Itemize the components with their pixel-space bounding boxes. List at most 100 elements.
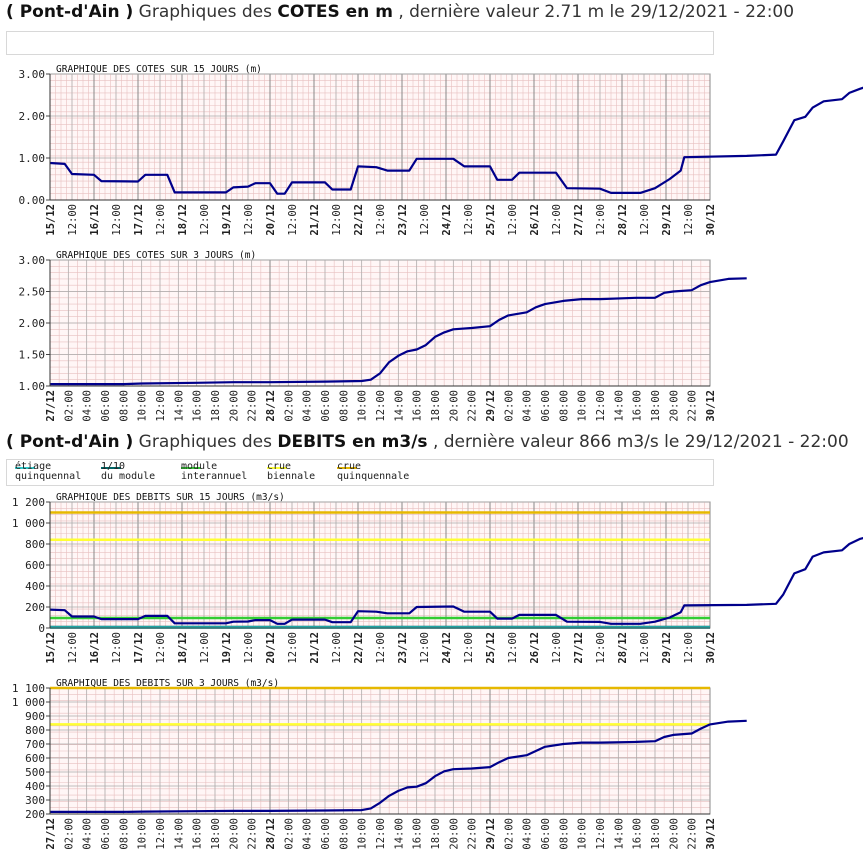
x-tick-label: 26/12 bbox=[529, 632, 541, 664]
x-tick-label: 28/12 bbox=[617, 632, 629, 664]
station-name: ( Pont-d'Ain ) bbox=[6, 2, 134, 22]
x-tick-label: 04:00 bbox=[522, 818, 534, 850]
x-tick-label: 12:00 bbox=[287, 632, 299, 664]
y-tick-label: 600 bbox=[25, 559, 45, 572]
y-tick-label: 1 000 bbox=[12, 696, 45, 709]
y-tick-label: 200 bbox=[25, 601, 45, 614]
x-tick-label: 12:00 bbox=[683, 632, 695, 664]
x-tick-label: 12:00 bbox=[507, 632, 519, 664]
debits-legend: étiage quinquennal 1/10 du module module… bbox=[6, 459, 714, 486]
x-tick-label: 20:00 bbox=[228, 818, 240, 850]
x-tick-label: 25/12 bbox=[485, 632, 497, 664]
y-tick-label: 700 bbox=[25, 738, 45, 751]
series-line bbox=[49, 86, 863, 195]
x-tick-label: 12:00 bbox=[375, 632, 387, 664]
station-name: ( Pont-d'Ain ) bbox=[6, 432, 134, 452]
x-tick-label: 24/12 bbox=[441, 632, 453, 664]
x-tick-label: 23/12 bbox=[397, 204, 409, 236]
x-tick-label: 06:00 bbox=[100, 390, 112, 422]
y-tick-label: 1.00 bbox=[19, 152, 46, 165]
chart-title: GRAPHIQUE DES DEBITS SUR 3 JOURS (m3/s) bbox=[56, 678, 279, 689]
x-tick-label: 29/12 bbox=[661, 632, 673, 664]
x-tick-label: 12:00 bbox=[67, 632, 79, 664]
legend-label: crue biennale bbox=[267, 461, 316, 482]
legend-label: module interannuel bbox=[181, 461, 248, 482]
x-tick-label: 22:00 bbox=[247, 390, 259, 422]
x-tick-label: 12:00 bbox=[199, 632, 211, 664]
x-tick-label: 20:00 bbox=[668, 818, 680, 850]
chart-title: GRAPHIQUE DES DEBITS SUR 15 JOURS (m3/s) bbox=[56, 492, 285, 503]
legend-swatch bbox=[267, 467, 287, 469]
x-tick-label: 12:00 bbox=[595, 204, 607, 236]
x-tick-label: 18:00 bbox=[650, 390, 662, 422]
x-tick-label: 12:00 bbox=[463, 204, 475, 236]
y-tick-label: 300 bbox=[25, 794, 45, 807]
legend-swatch bbox=[101, 467, 121, 469]
x-tick-label: 12:00 bbox=[375, 204, 387, 236]
legend-swatch bbox=[337, 467, 357, 469]
debits-header: ( Pont-d'Ain ) Graphiques des DEBITS en … bbox=[6, 432, 849, 452]
x-tick-label: 12:00 bbox=[243, 632, 255, 664]
y-tick-label: 1 100 bbox=[12, 682, 45, 695]
x-tick-label: 30/12 bbox=[705, 204, 717, 236]
x-tick-label: 12:00 bbox=[595, 632, 607, 664]
x-tick-label: 04:00 bbox=[302, 818, 314, 850]
x-tick-label: 12:00 bbox=[111, 632, 123, 664]
x-tick-label: 12:00 bbox=[155, 390, 167, 422]
x-tick-label: 22:00 bbox=[687, 390, 699, 422]
chart-title: GRAPHIQUE DES COTES SUR 3 JOURS (m) bbox=[56, 250, 256, 261]
x-tick-label: 21/12 bbox=[309, 632, 321, 664]
x-tick-label: 16/12 bbox=[89, 632, 101, 664]
y-tick-label: 900 bbox=[25, 710, 45, 723]
y-tick-label: 2.00 bbox=[19, 317, 46, 330]
x-tick-label: 16:00 bbox=[412, 390, 424, 422]
x-tick-label: 19/12 bbox=[221, 632, 233, 664]
chart-debits-3-jours: 27/12 02:00 04:00 06:00 08:00 10:00 12:00 14:00… bbox=[12, 678, 747, 850]
y-tick-label: 600 bbox=[25, 752, 45, 765]
x-tick-label: 16:00 bbox=[632, 818, 644, 850]
x-tick-label: 04:00 bbox=[82, 818, 94, 850]
y-tick-label: 800 bbox=[25, 724, 45, 737]
header-prefix: Graphiques des bbox=[138, 2, 272, 22]
x-tick-label: 10:00 bbox=[357, 390, 369, 422]
x-tick-label: 12:00 bbox=[639, 632, 651, 664]
x-tick-label: 20:00 bbox=[448, 390, 460, 422]
x-tick-label: 04:00 bbox=[522, 390, 534, 422]
legend-label: 1/10 du module bbox=[101, 461, 156, 482]
legend-swatch bbox=[15, 467, 35, 469]
series-line bbox=[50, 277, 747, 386]
x-tick-label: 02:00 bbox=[503, 390, 515, 422]
x-tick-label: 02:00 bbox=[63, 390, 75, 422]
x-tick-label: 28/12 bbox=[617, 204, 629, 236]
x-tick-label: 16:00 bbox=[192, 390, 204, 422]
x-tick-label: 12:00 bbox=[331, 632, 343, 664]
x-tick-label: 17/12 bbox=[133, 632, 145, 664]
x-tick-label: 22:00 bbox=[467, 390, 479, 422]
x-tick-label: 22/12 bbox=[353, 204, 365, 236]
x-tick-label: 14:00 bbox=[613, 818, 625, 850]
x-tick-label: 02:00 bbox=[503, 818, 515, 850]
x-tick-label: 27/12 bbox=[45, 390, 57, 422]
x-tick-label: 18:00 bbox=[210, 390, 222, 422]
x-tick-label: 30/12 bbox=[705, 818, 717, 850]
x-tick-label: 12:00 bbox=[375, 818, 387, 850]
x-tick-label: 12:00 bbox=[551, 632, 563, 664]
x-tick-label: 06:00 bbox=[100, 818, 112, 850]
x-tick-label: 16:00 bbox=[412, 818, 424, 850]
x-tick-label: 12:00 bbox=[507, 204, 519, 236]
x-tick-label: 12:00 bbox=[243, 204, 255, 236]
x-tick-label: 02:00 bbox=[283, 818, 295, 850]
x-tick-label: 06:00 bbox=[320, 818, 332, 850]
x-tick-label: 29/12 bbox=[661, 204, 673, 236]
y-tick-label: 1 200 bbox=[12, 496, 45, 509]
x-tick-label: 26/12 bbox=[529, 204, 541, 236]
header-last-value: , dernière valeur 866 m3/s le 29/12/2021… bbox=[432, 432, 849, 452]
x-tick-label: 14:00 bbox=[173, 390, 185, 422]
x-tick-label: 18:00 bbox=[650, 818, 662, 850]
x-tick-label: 12:00 bbox=[67, 204, 79, 236]
series-line bbox=[49, 537, 863, 625]
x-tick-label: 10:00 bbox=[577, 818, 589, 850]
x-tick-label: 14:00 bbox=[613, 390, 625, 422]
x-tick-label: 24/12 bbox=[441, 204, 453, 236]
x-tick-label: 27/12 bbox=[573, 632, 585, 664]
